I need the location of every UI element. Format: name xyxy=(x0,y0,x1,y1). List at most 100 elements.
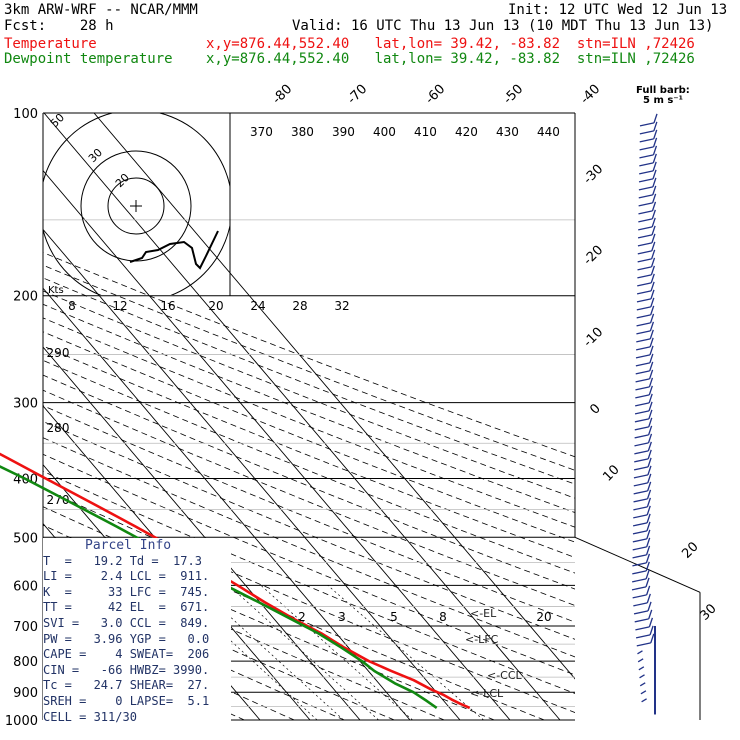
wind-barb-flag xyxy=(648,609,653,620)
theta-label: 420 xyxy=(455,125,478,139)
wind-barb-flag xyxy=(645,577,650,588)
wind-barb-flag xyxy=(649,313,655,324)
isotherm-label: -70 xyxy=(345,82,371,108)
wind-barb xyxy=(634,618,649,623)
pressure-tick-label: 900 xyxy=(13,686,38,701)
temperature-trace xyxy=(0,452,471,710)
hodo-speed-label: 12 xyxy=(112,299,127,313)
isotherm-line xyxy=(93,113,575,680)
wind-barb xyxy=(635,386,650,391)
isotherm-label: 10 xyxy=(600,462,622,484)
level-marker: <-CCL xyxy=(487,669,523,682)
wind-barb xyxy=(637,250,652,255)
isotherm-line xyxy=(43,169,511,721)
wind-barb xyxy=(632,578,647,583)
wind-barb-flag xyxy=(650,257,656,268)
wind-barb xyxy=(636,330,651,335)
wind-barb xyxy=(633,466,649,471)
wind-barb-flag xyxy=(652,153,657,164)
isotherm-label: -50 xyxy=(501,82,527,108)
wind-barb-flag xyxy=(651,201,657,212)
isotherm-label: -20 xyxy=(581,243,607,269)
pressure-tick-label: 300 xyxy=(13,397,38,412)
hodograph-ring xyxy=(107,177,165,235)
wind-barb xyxy=(639,674,645,679)
wind-barb xyxy=(636,290,652,295)
wind-barb-flag xyxy=(646,593,651,604)
parcel-info-row: LI = 2.4 LCL = 911. xyxy=(43,569,210,584)
wind-barb xyxy=(634,450,649,455)
wind-barb xyxy=(633,474,649,479)
mixing-ratio-label: 8 xyxy=(439,610,447,624)
wind-barb-flag xyxy=(651,217,656,228)
wind-barb-flag xyxy=(652,193,657,204)
wind-barb-flag xyxy=(647,473,652,484)
wind-barb-flag xyxy=(651,209,656,220)
wind-barb xyxy=(633,514,648,519)
wind-barb xyxy=(636,346,651,351)
wind-barb-flag xyxy=(645,569,650,580)
wind-barb xyxy=(639,146,654,151)
temperature-legend-label: Temperature xyxy=(4,36,97,52)
wind-barb-flag xyxy=(650,289,655,300)
wind-barb xyxy=(635,378,650,383)
wind-barb xyxy=(637,242,653,247)
parcel-info-row: CIN = -66 HWBZ= 3990. xyxy=(43,662,210,677)
wind-barb-flag xyxy=(646,497,652,508)
wind-barb xyxy=(635,370,650,375)
pressure-tick-label: 800 xyxy=(13,655,38,670)
wind-barb xyxy=(635,362,651,367)
pressure-tick-label: 500 xyxy=(13,531,38,546)
wind-barb-flag xyxy=(650,273,655,284)
wind-barb-flag xyxy=(647,441,652,452)
wind-barb xyxy=(634,410,650,415)
wind-barb xyxy=(632,554,647,559)
wind-barb-flag xyxy=(648,417,653,428)
isotherm-line xyxy=(0,113,10,720)
wind-barb xyxy=(634,434,649,439)
wind-barb-flag xyxy=(647,449,652,460)
hodograph-trace xyxy=(129,230,219,270)
wind-barb xyxy=(633,610,649,615)
isotherm-label: 0 xyxy=(587,401,603,417)
wind-barb xyxy=(637,266,652,271)
wind-barb xyxy=(639,154,654,159)
level-marker: <-EL xyxy=(470,607,497,620)
wind-barb xyxy=(635,634,651,639)
dewpoint-legend-label: Dewpoint temperature xyxy=(4,51,173,67)
hodo-speed-label: 24 xyxy=(250,299,265,313)
wind-barb-flag xyxy=(646,513,651,524)
wind-barb xyxy=(635,402,650,407)
isotherm-label: -40 xyxy=(578,82,604,108)
wind-barb xyxy=(639,682,646,687)
wind-barb-flag xyxy=(648,369,654,380)
wind-barb xyxy=(632,538,647,543)
wind-barb xyxy=(637,234,653,239)
wind-barb xyxy=(634,458,649,463)
wind-barb-flag xyxy=(652,169,657,180)
wind-barb-flag xyxy=(647,433,653,444)
wind-barb xyxy=(639,170,654,175)
wind-barb xyxy=(635,394,650,399)
model-title: 3km ARW-WRF -- NCAR/MMM xyxy=(4,2,198,18)
pressure-tick-label: 700 xyxy=(13,620,38,635)
wind-barb-flag xyxy=(649,361,654,372)
traces-group xyxy=(0,452,471,710)
dewpoint-trace xyxy=(0,465,438,709)
wind-barb-flag xyxy=(647,601,652,612)
theta-label: 400 xyxy=(373,125,396,139)
wind-barb-flag xyxy=(646,521,651,532)
wind-barb xyxy=(639,138,654,143)
level-marker: <-LCL xyxy=(470,687,504,700)
wind-barb-flag xyxy=(646,505,651,516)
wind-barb-flag xyxy=(648,401,653,412)
wind-barb xyxy=(639,130,654,135)
init-time: Init: 12 UTC Wed 12 Jun 13 xyxy=(508,2,728,18)
wind-barb-flag xyxy=(651,249,656,260)
wind-barb-flag xyxy=(649,337,654,348)
wind-barb-flag xyxy=(646,489,652,500)
wind-barb xyxy=(632,562,647,567)
wind-barb xyxy=(638,218,653,223)
wind-barb xyxy=(633,482,648,487)
